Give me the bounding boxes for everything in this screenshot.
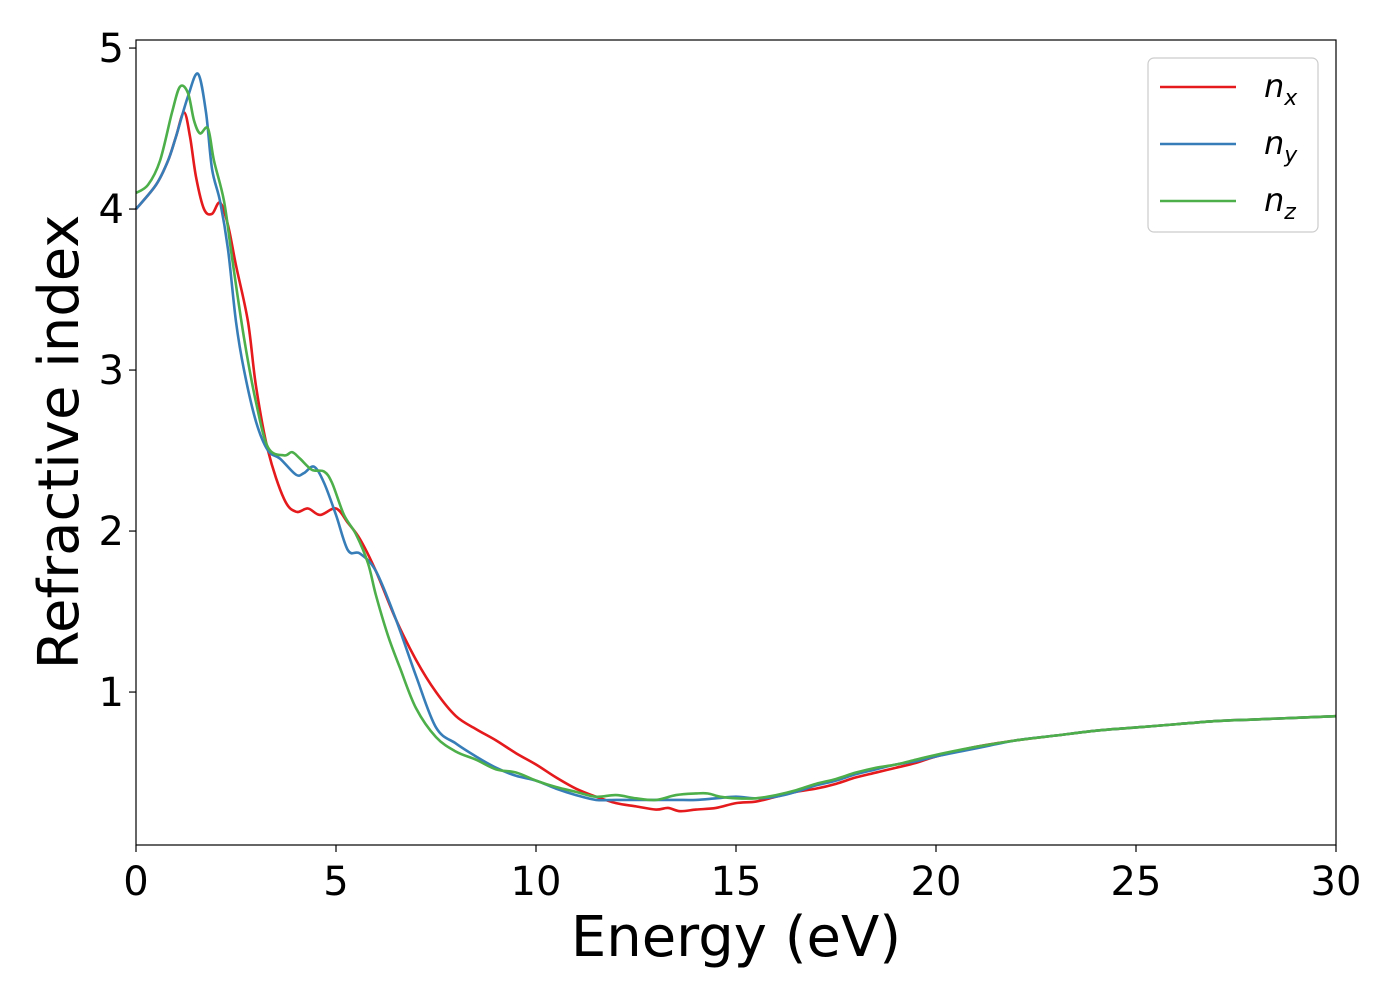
x-tick-label: 5 — [323, 859, 348, 905]
x-tick-label: 10 — [511, 859, 562, 905]
x-tick-label: 30 — [1311, 859, 1362, 905]
y-tick-label: 5 — [99, 26, 124, 72]
series-layer — [134, 72, 1337, 813]
legend-label-z: nz — [1264, 181, 1296, 225]
x-axis-label: Energy (eV) — [571, 905, 901, 970]
y-tick-label: 1 — [99, 670, 124, 716]
x-tick-label: 25 — [1111, 859, 1162, 905]
x-axis: 0 5 10 15 20 25 30 — [123, 845, 1361, 905]
y-axis-label: Refractive index — [27, 215, 92, 670]
y-tick-label: 3 — [99, 348, 124, 394]
series-line-z — [135, 84, 1337, 802]
x-tick-label: 20 — [911, 859, 962, 905]
y-tick-label: 4 — [99, 187, 124, 233]
x-tick-label: 15 — [711, 859, 762, 905]
y-axis: 1 2 3 4 5 — [99, 26, 136, 716]
legend-label-x: nx — [1264, 67, 1298, 111]
legend: nx ny nz — [1147, 57, 1319, 233]
y-tick-label: 2 — [99, 509, 124, 555]
legend-label-y: ny — [1264, 124, 1298, 168]
x-tick-label: 0 — [123, 859, 148, 905]
